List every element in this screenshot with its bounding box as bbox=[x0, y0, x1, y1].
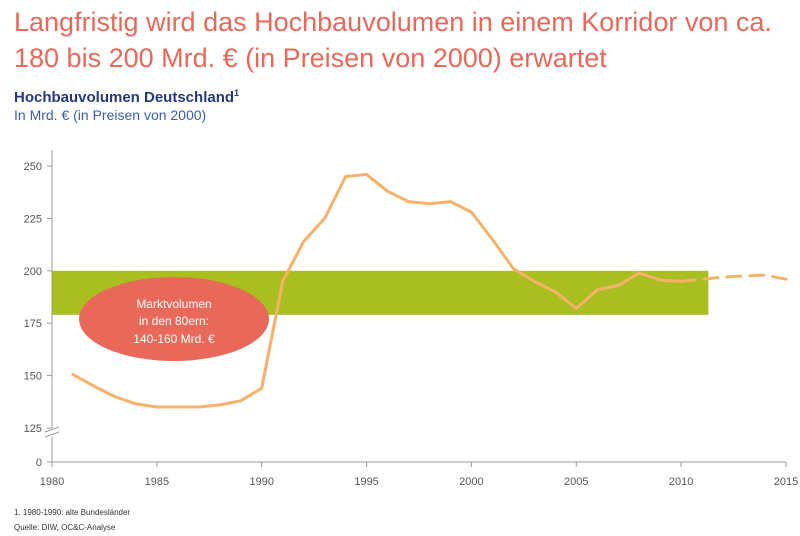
x-tick-label: 1990 bbox=[249, 476, 273, 488]
footnote-marker: 1 bbox=[234, 88, 240, 98]
source-note: Quelle: DIW, OC&C-Analyse bbox=[14, 523, 116, 532]
y-tick-label: 250 bbox=[24, 161, 42, 173]
forecast-line bbox=[679, 273, 788, 283]
x-tick-label: 2010 bbox=[669, 476, 693, 488]
y-tick-label: 0 bbox=[36, 457, 42, 469]
annotation-line-3: 140-160 Mrd. € bbox=[133, 332, 215, 346]
y-tick-label: 200 bbox=[24, 266, 42, 278]
page-title: Langfristig wird das Hochbauvolumen in e… bbox=[14, 7, 772, 73]
y-tick-label: 175 bbox=[24, 318, 42, 330]
footnote: 1. 1980-1990: alte Bundesländer bbox=[14, 508, 131, 517]
annotation-line-2: in den 80ern: bbox=[139, 314, 209, 328]
chart-subtitle: Hochbauvolumen Deutschland1 bbox=[14, 88, 239, 106]
x-tick-label: 1980 bbox=[40, 476, 64, 488]
annotation-bubble: Marktvolumen in den 80ern: 140-160 Mrd. … bbox=[79, 277, 269, 361]
unit-label: In Mrd. € (in Preisen von 2000) bbox=[14, 107, 207, 123]
x-tick-label: 1995 bbox=[354, 476, 378, 488]
y-tick-label: 225 bbox=[24, 213, 42, 225]
y-tick-label: 150 bbox=[24, 371, 42, 383]
volume-line bbox=[71, 172, 683, 409]
x-tick-label: 2005 bbox=[564, 476, 588, 488]
y-tick-label: 125 bbox=[24, 423, 42, 435]
chart-subtitle-text: Hochbauvolumen Deutschland bbox=[14, 89, 235, 106]
x-tick-label: 1985 bbox=[145, 476, 169, 488]
x-tick-label: 2000 bbox=[459, 476, 483, 488]
annotation-ellipse bbox=[79, 277, 269, 361]
annotation-line-1: Marktvolumen bbox=[136, 297, 211, 311]
x-tick-label: 2015 bbox=[774, 476, 798, 488]
axis-break-mark bbox=[44, 426, 60, 438]
